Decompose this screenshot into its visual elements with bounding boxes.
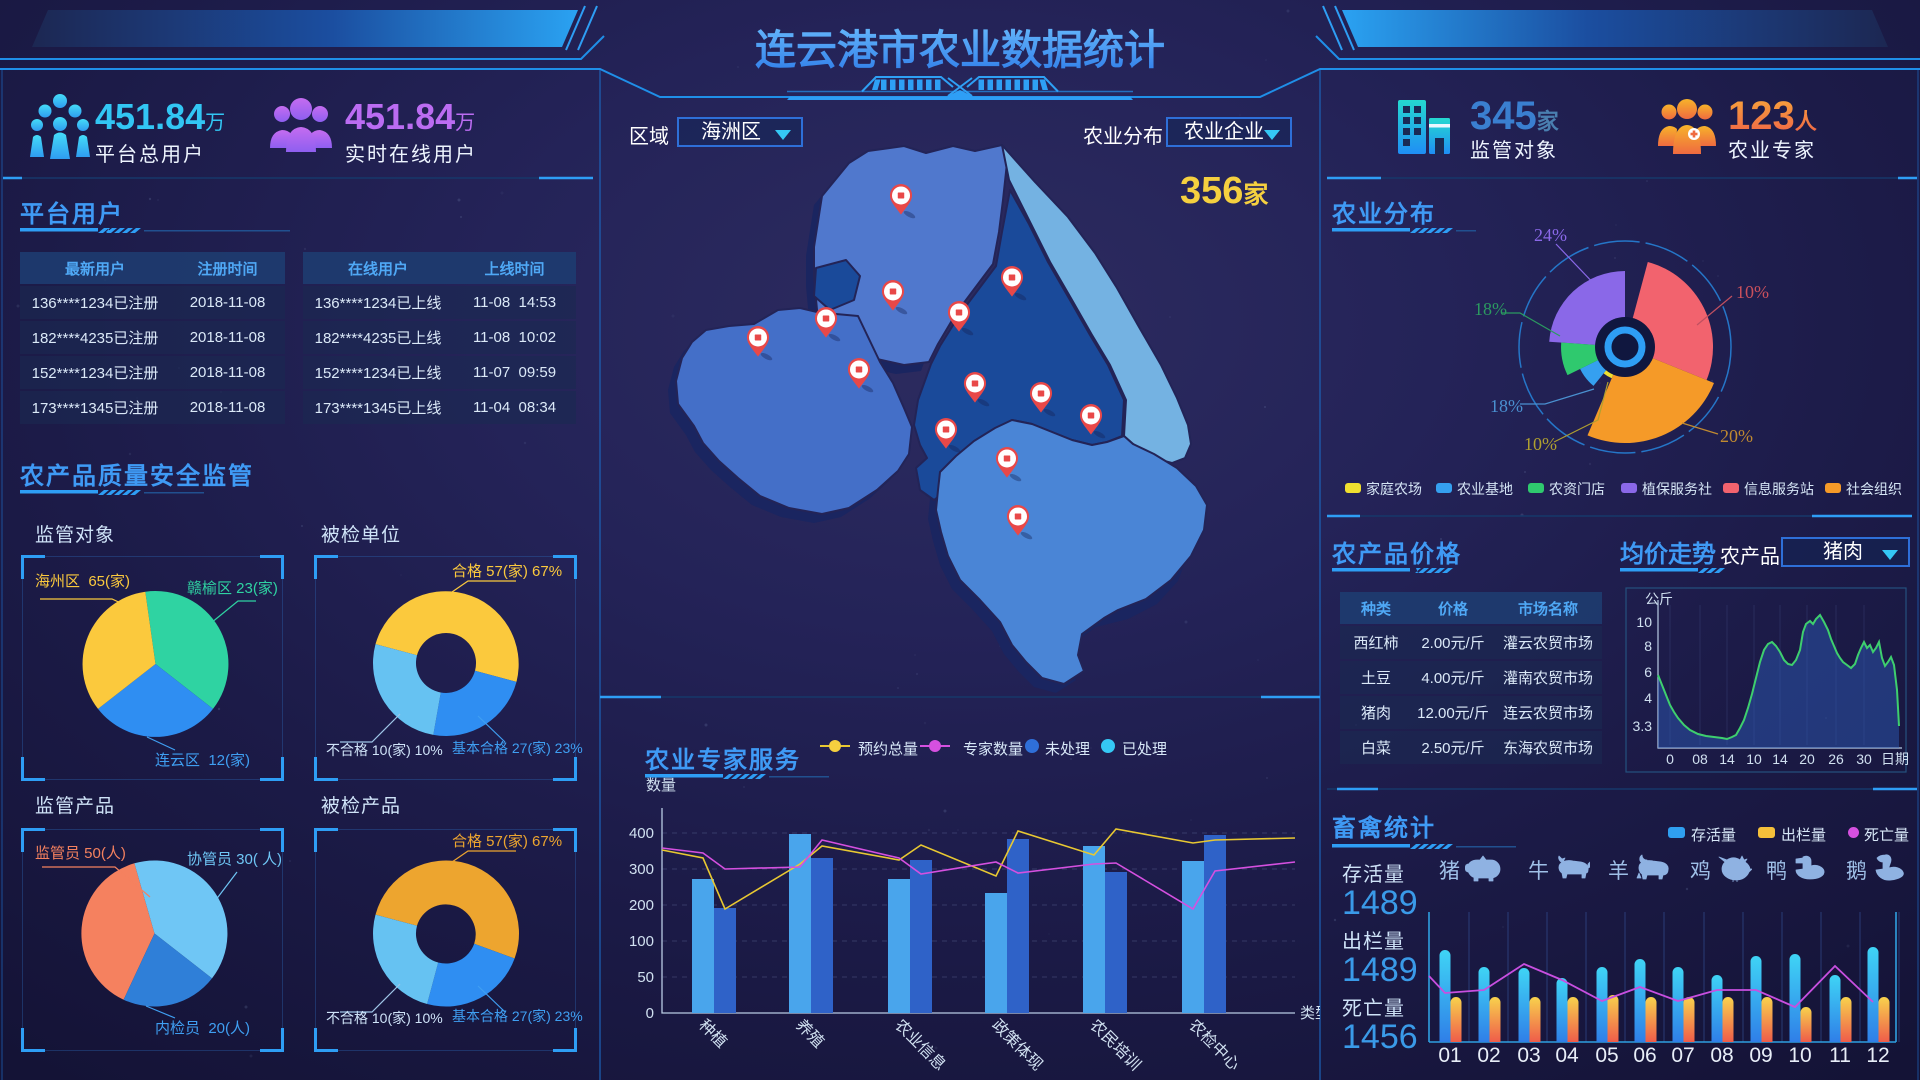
- svg-text:05: 05: [1595, 1044, 1618, 1067]
- svg-text:18%: 18%: [1490, 396, 1523, 416]
- svg-text:10%: 10%: [1524, 434, 1557, 454]
- svg-text:0: 0: [646, 1005, 654, 1022]
- svg-text:30: 30: [1856, 751, 1872, 767]
- svg-text:3.3: 3.3: [1633, 718, 1653, 734]
- svg-text:农检中心: 农检中心: [1185, 1016, 1243, 1074]
- svg-text:养殖: 养殖: [792, 1016, 827, 1051]
- svg-text:20%: 20%: [1720, 426, 1753, 446]
- svg-text:10: 10: [1788, 1044, 1811, 1067]
- svg-text:300: 300: [629, 861, 654, 878]
- svg-text:11: 11: [1829, 1044, 1851, 1067]
- svg-text:07: 07: [1671, 1044, 1694, 1067]
- svg-text:4: 4: [1644, 690, 1652, 706]
- svg-text:03: 03: [1517, 1044, 1540, 1067]
- svg-text:8: 8: [1644, 638, 1652, 654]
- svg-text:26: 26: [1828, 751, 1844, 767]
- svg-text:10: 10: [1636, 614, 1652, 630]
- svg-text:日期: 日期: [1881, 751, 1909, 767]
- svg-text:12: 12: [1866, 1044, 1889, 1067]
- svg-text:06: 06: [1633, 1044, 1656, 1067]
- svg-text:14: 14: [1719, 751, 1735, 767]
- svg-text:10%: 10%: [1736, 282, 1769, 302]
- svg-text:50: 50: [637, 969, 654, 986]
- svg-text:24%: 24%: [1534, 225, 1567, 245]
- svg-text:400: 400: [629, 825, 654, 842]
- svg-text:08: 08: [1692, 751, 1708, 767]
- svg-text:08: 08: [1710, 1044, 1733, 1067]
- svg-text:10: 10: [1746, 751, 1762, 767]
- svg-text:农业信息: 农业信息: [891, 1016, 949, 1074]
- svg-text:04: 04: [1555, 1044, 1579, 1067]
- svg-text:100: 100: [629, 933, 654, 950]
- svg-text:20: 20: [1799, 751, 1815, 767]
- svg-text:09: 09: [1749, 1044, 1772, 1067]
- svg-text:类型: 类型: [1300, 1005, 1320, 1022]
- svg-text:政策体现: 政策体现: [988, 1016, 1046, 1074]
- svg-text:农民培训: 农民培训: [1086, 1016, 1144, 1074]
- svg-text:02: 02: [1477, 1044, 1500, 1067]
- svg-text:200: 200: [629, 897, 654, 914]
- svg-text:数量: 数量: [646, 777, 676, 794]
- svg-text:6: 6: [1644, 664, 1652, 680]
- svg-text:18%: 18%: [1474, 299, 1507, 319]
- svg-text:0: 0: [1666, 751, 1674, 767]
- svg-text:14: 14: [1772, 751, 1788, 767]
- svg-text:01: 01: [1438, 1044, 1461, 1067]
- svg-text:公斤: 公斤: [1645, 591, 1673, 607]
- svg-text:种植: 种植: [695, 1016, 730, 1051]
